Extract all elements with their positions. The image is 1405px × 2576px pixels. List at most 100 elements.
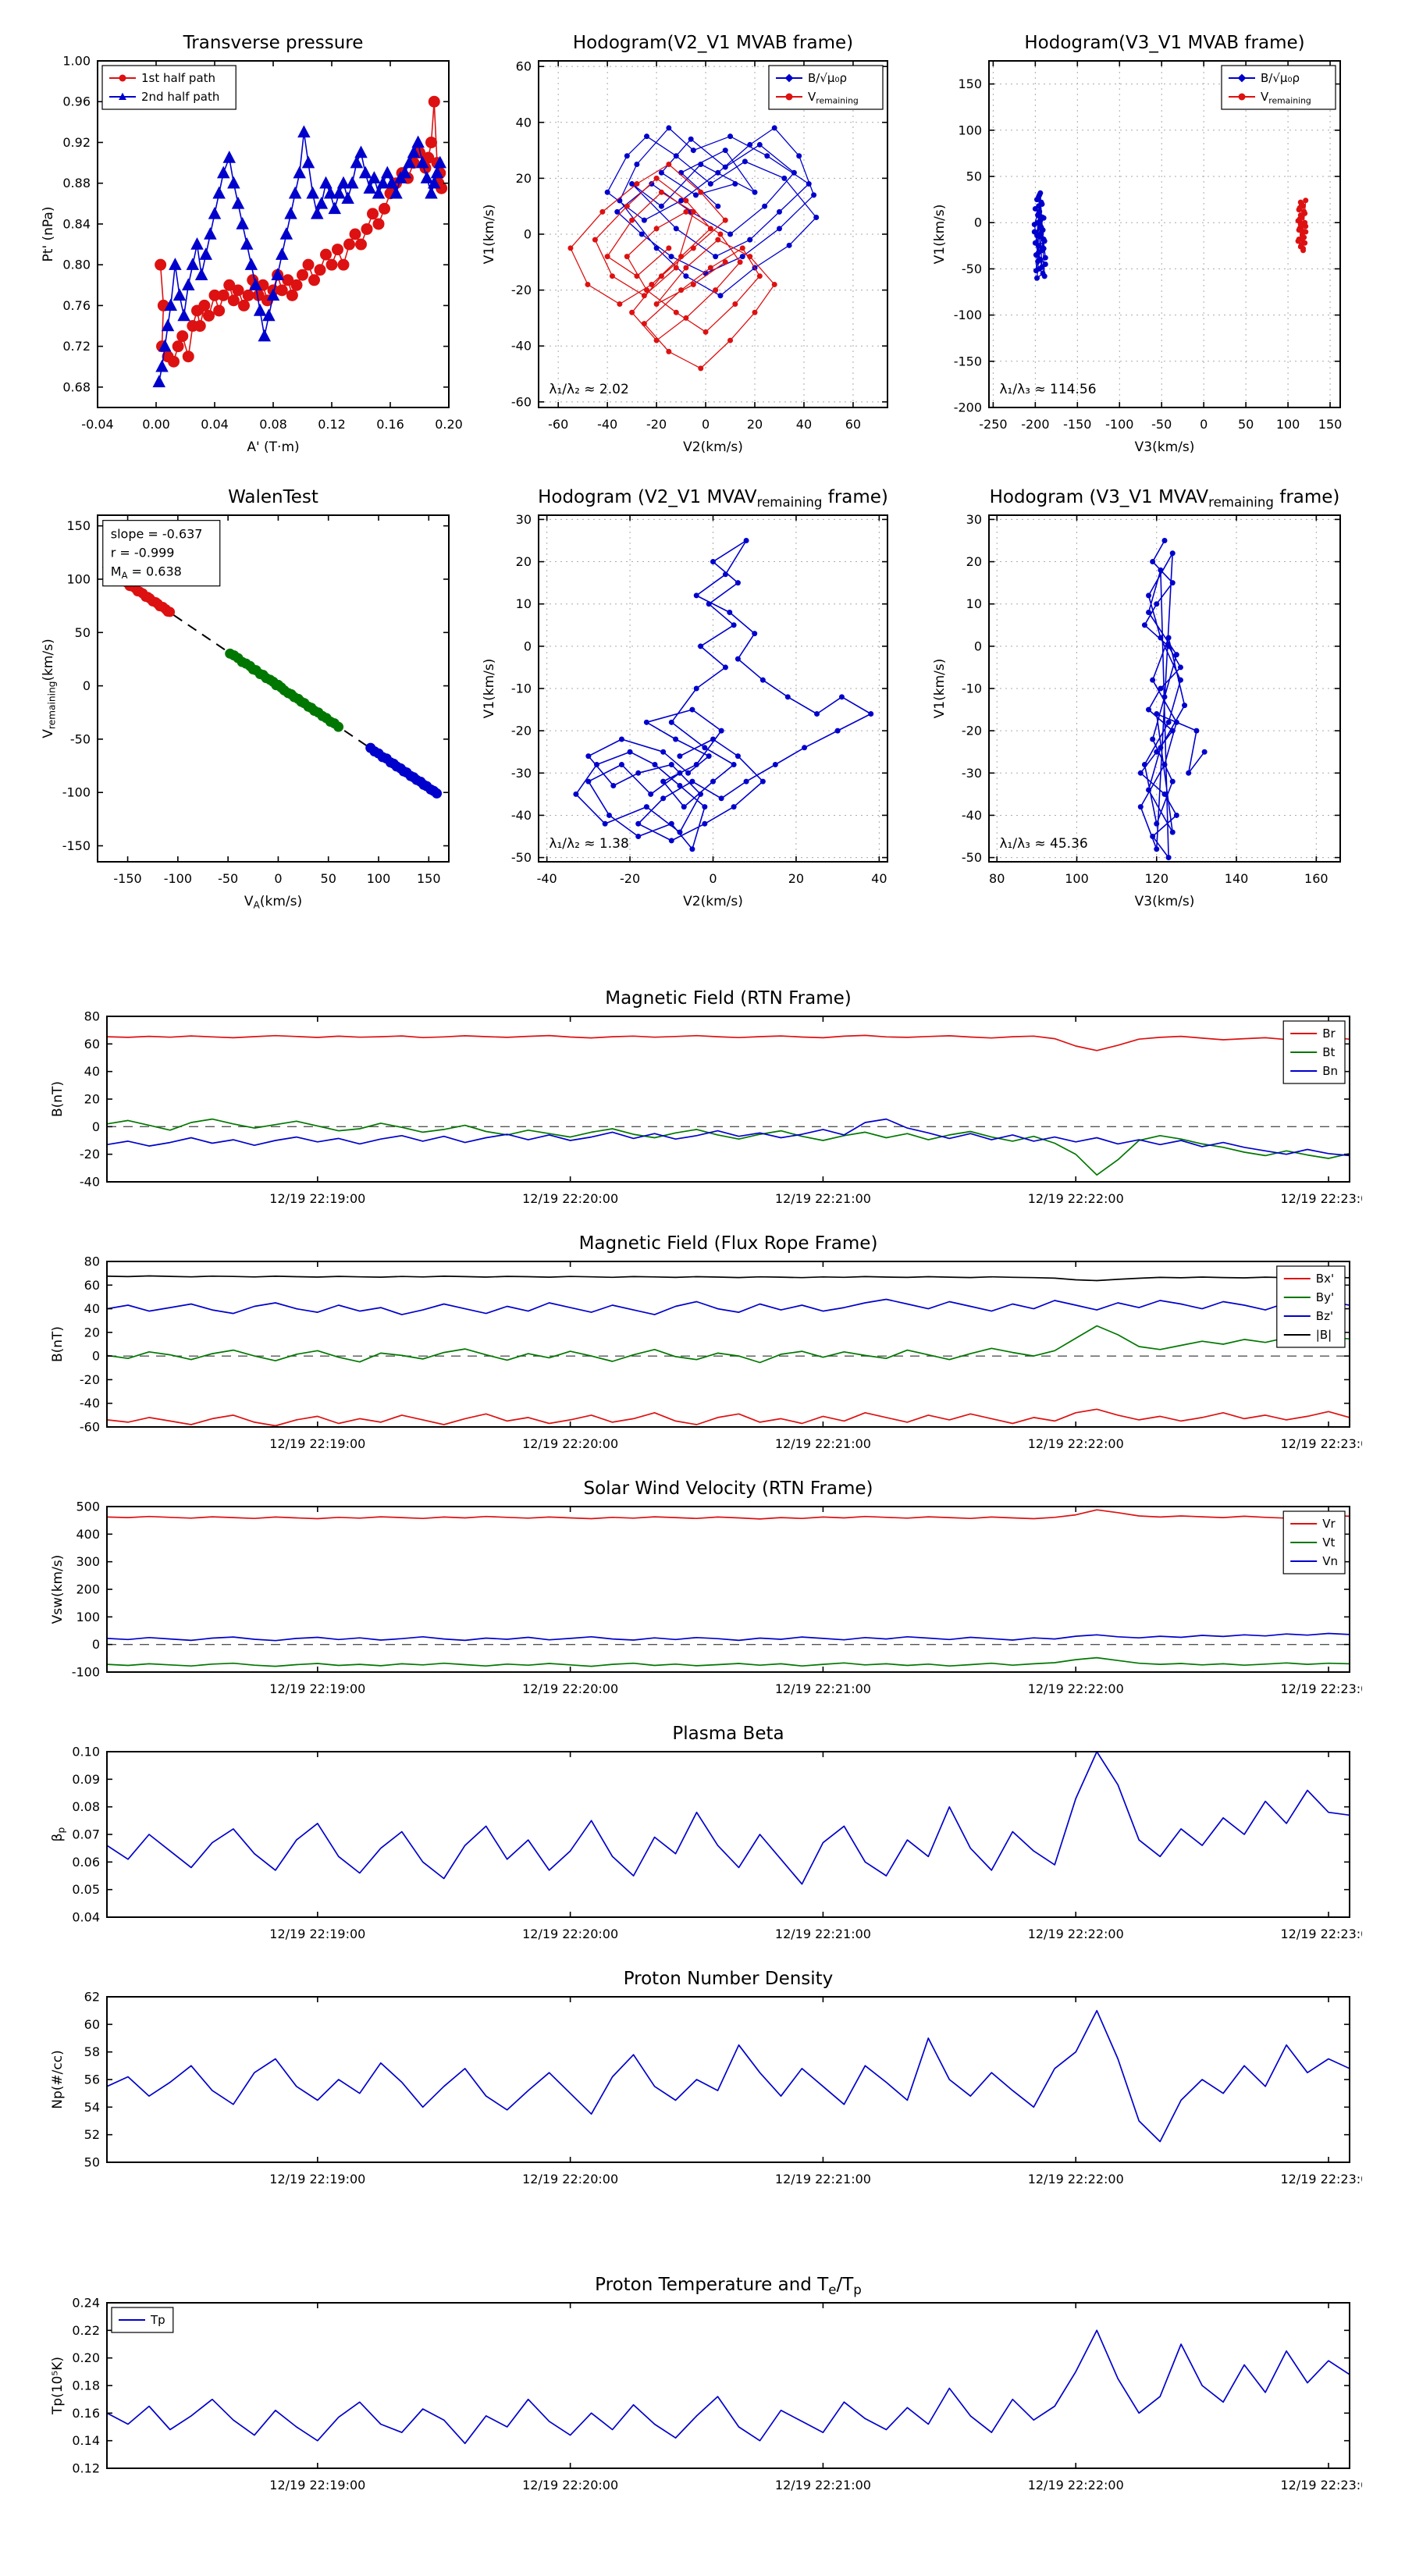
plot-p11: 12/19 22:19:00 12/19 22:20:00 12/19 22:21:…	[50, 1969, 1377, 2186]
svg-text:Vr: Vr	[1322, 1517, 1336, 1531]
svg-text:56: 56	[84, 2073, 100, 2087]
svg-text:-100: -100	[62, 785, 91, 800]
svg-text:12/19 22:22:00: 12/19 22:22:00	[1028, 1191, 1124, 1206]
svg-text:0.08: 0.08	[259, 417, 287, 432]
svg-text:Bx': Bx'	[1316, 1272, 1334, 1286]
svg-text:40: 40	[84, 1064, 100, 1079]
svg-text:Tp(10⁵K): Tp(10⁵K)	[50, 2357, 66, 2415]
svg-text:12/19 22:21:00: 12/19 22:21:00	[775, 1191, 871, 1206]
svg-text:-50: -50	[962, 262, 982, 276]
svg-text:10: 10	[966, 596, 982, 611]
svg-text:0.16: 0.16	[376, 417, 404, 432]
svg-text:B/√μ₀ρ: B/√μ₀ρ	[808, 71, 847, 85]
svg-text:Vremaining(km/s): Vremaining(km/s)	[41, 639, 58, 738]
svg-text:Pt' (nPa): Pt' (nPa)	[41, 207, 56, 262]
svg-text:100: 100	[367, 871, 391, 886]
svg-text:12/19 22:20:00: 12/19 22:20:00	[522, 2172, 618, 2186]
plot-p3: -250 -200 -150 -100 -50 0 50 100 150 -200 -150 -100…	[932, 33, 1342, 455]
svg-text:0.09: 0.09	[72, 1772, 100, 1787]
svg-text:150: 150	[66, 518, 91, 533]
svg-text:0.18: 0.18	[72, 2379, 100, 2393]
svg-text:50: 50	[321, 871, 336, 886]
svg-text:12/19 22:21:00: 12/19 22:21:00	[775, 1436, 871, 1451]
svg-text:-50: -50	[218, 871, 238, 886]
svg-text:1.00: 1.00	[62, 54, 91, 69]
svg-text:0.92: 0.92	[62, 135, 91, 150]
svg-text:2nd half path: 2nd half path	[141, 90, 219, 104]
svg-text:V1(km/s): V1(km/s)	[482, 659, 497, 719]
svg-text:0: 0	[524, 639, 532, 653]
svg-text:-150: -150	[1063, 417, 1091, 432]
svg-text:B(nT): B(nT)	[50, 1326, 66, 1362]
svg-text:-10: -10	[962, 681, 982, 696]
svg-text:0: 0	[974, 215, 982, 230]
svg-text:0.10: 0.10	[72, 1745, 100, 1759]
svg-text:120: 120	[1144, 871, 1168, 886]
plot-p1: -0.04 0.00 0.04 0.08 0.12 0.16 0.20 0.68 0.72 0.7…	[41, 33, 463, 455]
svg-text:50: 50	[84, 2155, 100, 2170]
svg-text:12/19 22:20:00: 12/19 22:20:00	[522, 1927, 618, 1941]
svg-text:V3(km/s): V3(km/s)	[1135, 894, 1195, 909]
svg-text:30: 30	[966, 512, 982, 527]
svg-text:Magnetic Field (Flux Rope Fram: Magnetic Field (Flux Rope Frame)	[579, 1233, 878, 1254]
svg-text:100: 100	[66, 571, 91, 586]
svg-text:0.07: 0.07	[72, 1827, 100, 1842]
svg-text:-40: -40	[80, 1175, 100, 1190]
svg-text:58: 58	[84, 2044, 100, 2059]
svg-text:0.88: 0.88	[62, 176, 91, 190]
svg-text:By': By'	[1316, 1290, 1334, 1304]
plot-p10: 12/19 22:19:00 12/19 22:20:00 12/19 22:21:…	[50, 1724, 1377, 1941]
svg-text:A' (T·m): A' (T·m)	[247, 439, 299, 455]
svg-text:Solar Wind Velocity (RTN Frame: Solar Wind Velocity (RTN Frame)	[583, 1478, 873, 1499]
svg-text:-40: -40	[511, 808, 532, 823]
svg-text:0.20: 0.20	[435, 417, 463, 432]
svg-text:-50: -50	[1151, 417, 1172, 432]
svg-text:12/19 22:22:00: 12/19 22:22:00	[1028, 2478, 1124, 2492]
svg-text:-50: -50	[511, 850, 532, 865]
svg-text:10: 10	[516, 596, 532, 611]
svg-text:0.05: 0.05	[72, 1882, 100, 1897]
svg-text:-20: -20	[646, 417, 667, 432]
svg-text:-40: -40	[597, 417, 617, 432]
svg-text:-30: -30	[962, 766, 982, 781]
plot-p7: 12/19 22:19:00 12/19 22:20:00 12/19 22:21:…	[50, 988, 1377, 1206]
svg-text:12/19 22:20:00: 12/19 22:20:00	[522, 1191, 618, 1206]
svg-text:0: 0	[702, 417, 710, 432]
svg-text:100: 100	[76, 1610, 100, 1624]
svg-text:V1(km/s): V1(km/s)	[932, 205, 948, 265]
plot-p4: -150 -100 -50 0 50 100 150 -150 -100 -50 0 50 100 150…	[41, 487, 450, 911]
svg-text:βp: βp	[50, 1827, 67, 1841]
chart-magnetic-field-flux-rope: 12/19 22:19:00 12/19 22:20:00 12/19 22:21:…	[35, 1215, 1377, 1463]
svg-text:-20: -20	[962, 724, 982, 738]
svg-text:-100: -100	[164, 871, 192, 886]
svg-text:50: 50	[1238, 417, 1254, 432]
svg-text:50: 50	[75, 625, 91, 640]
svg-text:Bz': Bz'	[1316, 1309, 1333, 1323]
svg-text:160: 160	[1304, 871, 1329, 886]
svg-text:20: 20	[516, 554, 532, 569]
svg-text:80: 80	[989, 871, 1005, 886]
svg-text:60: 60	[84, 1037, 100, 1051]
svg-text:-20: -20	[620, 871, 640, 886]
svg-text:Vremaining: Vremaining	[1261, 90, 1311, 105]
plot-p2: -60 -40 -20 0 20 40 60 -60 -40 -20 0 20 40 60 Hodogram…	[482, 33, 888, 455]
svg-text:62: 62	[84, 1990, 100, 2005]
svg-text:0.72: 0.72	[62, 339, 91, 354]
svg-text:12/19 22:21:00: 12/19 22:21:00	[775, 2172, 871, 2186]
svg-text:40: 40	[796, 417, 812, 432]
svg-text:80: 80	[84, 1254, 100, 1269]
svg-text:0: 0	[974, 639, 982, 653]
svg-text:12/19 22:23:00: 12/19 22:23:00	[1280, 1681, 1362, 1696]
svg-text:-20: -20	[511, 283, 532, 297]
svg-text:20: 20	[516, 171, 532, 186]
svg-text:20: 20	[747, 417, 763, 432]
svg-text:0.84: 0.84	[62, 216, 91, 231]
svg-text:λ₁/λ₂ ≈ 2.02: λ₁/λ₂ ≈ 2.02	[549, 382, 628, 397]
svg-text:Np(#/cc): Np(#/cc)	[50, 2050, 66, 2108]
chart-plasma-beta: 12/19 22:19:00 12/19 22:20:00 12/19 22:21:…	[35, 1705, 1377, 1953]
svg-text:slope = -0.637: slope = -0.637	[111, 527, 203, 542]
svg-text:-60: -60	[548, 417, 568, 432]
svg-text:0: 0	[524, 227, 532, 242]
svg-text:52: 52	[84, 2127, 100, 2142]
svg-text:-40: -40	[511, 339, 532, 354]
